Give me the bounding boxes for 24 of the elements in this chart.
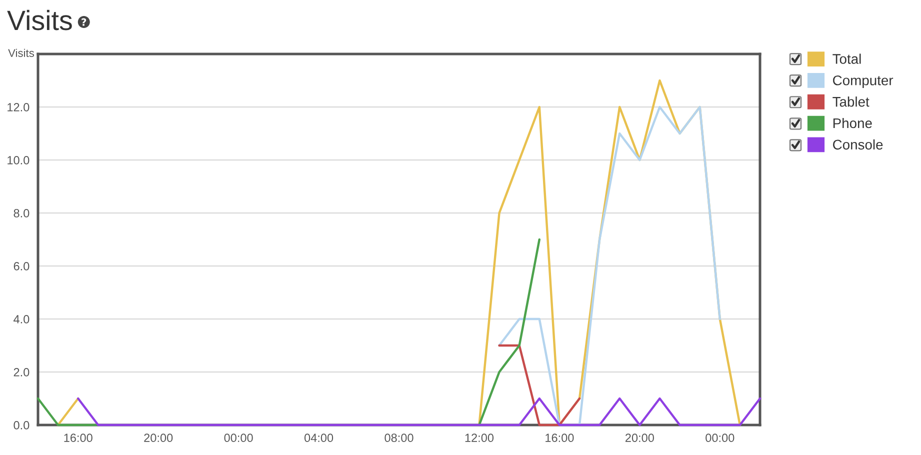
y-tick-label: 8.0 (14, 209, 30, 218)
legend-label: Phone (833, 118, 872, 128)
line-series (498, 106, 721, 426)
legend-label: Tablet (832, 96, 870, 107)
x-tick-label: 16:00 (64, 434, 92, 442)
x-tick-label: 12:00 (465, 434, 494, 442)
y-tick-label: 4.0 (14, 315, 30, 324)
chart-title: Visits (8, 48, 34, 57)
x-tick-label: 16:00 (546, 434, 574, 442)
legend-label: Total (832, 54, 861, 64)
legend-label: Console (833, 139, 883, 150)
y-tick-label: 12.0 (8, 103, 30, 112)
y-axis-title: Visits (7, 10, 72, 30)
x-tick-label: 20:00 (144, 434, 173, 442)
x-tick-label: 00:00 (224, 434, 253, 442)
y-tick-label: 10.0 (8, 156, 30, 164)
x-tick-label: 20:00 (625, 434, 654, 442)
x-tick-label: 04:00 (304, 434, 334, 442)
x-tick-label: 08:00 (384, 434, 414, 442)
y-tick-label: 2.0 (14, 368, 30, 376)
y-tick-label: 0.0 (14, 421, 30, 430)
y-tick-label: 6.0 (14, 262, 30, 270)
x-tick-label: 00:00 (706, 434, 734, 442)
legend-label: Computer (833, 75, 894, 88)
